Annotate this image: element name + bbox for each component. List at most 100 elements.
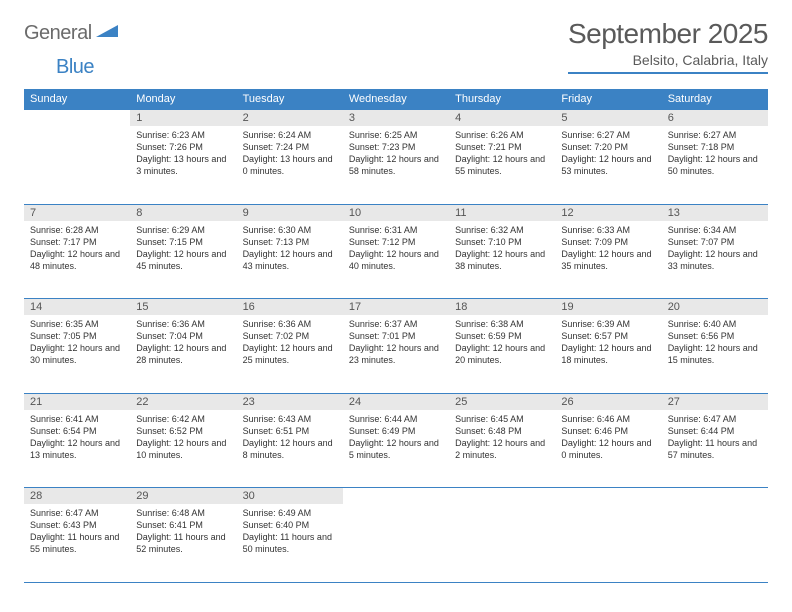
day-number-cell: 1	[130, 110, 236, 127]
day-number-cell: 18	[449, 299, 555, 316]
day-number-row: 14151617181920	[24, 299, 768, 316]
sunrise-text: Sunrise: 6:27 AM	[561, 129, 655, 141]
day-number-cell: 13	[662, 204, 768, 221]
sunrise-text: Sunrise: 6:28 AM	[30, 224, 124, 236]
weekday-header: Monday	[130, 89, 236, 110]
title-block: September 2025 Belsito, Calabria, Italy	[568, 18, 768, 74]
daylight-text: Daylight: 12 hours and 20 minutes.	[455, 342, 549, 366]
daylight-text: Daylight: 11 hours and 55 minutes.	[30, 531, 124, 555]
day-cell: Sunrise: 6:40 AMSunset: 6:56 PMDaylight:…	[662, 315, 768, 393]
weekday-header: Saturday	[662, 89, 768, 110]
sunrise-text: Sunrise: 6:46 AM	[561, 413, 655, 425]
sunrise-text: Sunrise: 6:38 AM	[455, 318, 549, 330]
sunrise-text: Sunrise: 6:26 AM	[455, 129, 549, 141]
weekday-header: Thursday	[449, 89, 555, 110]
daylight-text: Daylight: 12 hours and 8 minutes.	[243, 437, 337, 461]
sunset-text: Sunset: 7:07 PM	[668, 236, 762, 248]
sunset-text: Sunset: 7:09 PM	[561, 236, 655, 248]
day-number-cell: 22	[130, 393, 236, 410]
sunset-text: Sunset: 6:48 PM	[455, 425, 549, 437]
day-content-row: Sunrise: 6:35 AMSunset: 7:05 PMDaylight:…	[24, 315, 768, 393]
daylight-text: Daylight: 12 hours and 10 minutes.	[136, 437, 230, 461]
sunset-text: Sunset: 7:10 PM	[455, 236, 549, 248]
sunrise-text: Sunrise: 6:32 AM	[455, 224, 549, 236]
day-number-cell: 24	[343, 393, 449, 410]
day-number-cell: 28	[24, 488, 130, 505]
sunset-text: Sunset: 6:54 PM	[30, 425, 124, 437]
daylight-text: Daylight: 12 hours and 28 minutes.	[136, 342, 230, 366]
sunset-text: Sunset: 7:20 PM	[561, 141, 655, 153]
day-number-cell: 19	[555, 299, 661, 316]
daylight-text: Daylight: 12 hours and 13 minutes.	[30, 437, 124, 461]
day-number-cell: 17	[343, 299, 449, 316]
day-number-row: 123456	[24, 110, 768, 127]
sunset-text: Sunset: 6:51 PM	[243, 425, 337, 437]
day-cell: Sunrise: 6:36 AMSunset: 7:04 PMDaylight:…	[130, 315, 236, 393]
day-number-cell	[343, 488, 449, 505]
sunrise-text: Sunrise: 6:49 AM	[243, 507, 337, 519]
calendar-table: Sunday Monday Tuesday Wednesday Thursday…	[24, 89, 768, 583]
day-cell: Sunrise: 6:41 AMSunset: 6:54 PMDaylight:…	[24, 410, 130, 488]
daylight-text: Daylight: 12 hours and 0 minutes.	[561, 437, 655, 461]
sunrise-text: Sunrise: 6:37 AM	[349, 318, 443, 330]
sunset-text: Sunset: 6:40 PM	[243, 519, 337, 531]
day-cell: Sunrise: 6:43 AMSunset: 6:51 PMDaylight:…	[237, 410, 343, 488]
sunrise-text: Sunrise: 6:25 AM	[349, 129, 443, 141]
day-cell: Sunrise: 6:48 AMSunset: 6:41 PMDaylight:…	[130, 504, 236, 582]
day-cell: Sunrise: 6:28 AMSunset: 7:17 PMDaylight:…	[24, 221, 130, 299]
day-cell: Sunrise: 6:46 AMSunset: 6:46 PMDaylight:…	[555, 410, 661, 488]
day-cell	[662, 504, 768, 582]
sunset-text: Sunset: 6:44 PM	[668, 425, 762, 437]
day-number-cell	[555, 488, 661, 505]
sunrise-text: Sunrise: 6:48 AM	[136, 507, 230, 519]
sunset-text: Sunset: 7:01 PM	[349, 330, 443, 342]
day-number-cell	[24, 110, 130, 127]
sunrise-text: Sunrise: 6:43 AM	[243, 413, 337, 425]
sunrise-text: Sunrise: 6:45 AM	[455, 413, 549, 425]
day-cell: Sunrise: 6:45 AMSunset: 6:48 PMDaylight:…	[449, 410, 555, 488]
day-cell: Sunrise: 6:33 AMSunset: 7:09 PMDaylight:…	[555, 221, 661, 299]
sunset-text: Sunset: 6:52 PM	[136, 425, 230, 437]
daylight-text: Daylight: 11 hours and 50 minutes.	[243, 531, 337, 555]
daylight-text: Daylight: 12 hours and 50 minutes.	[668, 153, 762, 177]
day-number-cell: 15	[130, 299, 236, 316]
sunrise-text: Sunrise: 6:33 AM	[561, 224, 655, 236]
sunset-text: Sunset: 6:57 PM	[561, 330, 655, 342]
day-cell: Sunrise: 6:36 AMSunset: 7:02 PMDaylight:…	[237, 315, 343, 393]
day-number-cell: 10	[343, 204, 449, 221]
weekday-header: Wednesday	[343, 89, 449, 110]
sunrise-text: Sunrise: 6:39 AM	[561, 318, 655, 330]
sunset-text: Sunset: 6:41 PM	[136, 519, 230, 531]
day-number-cell: 12	[555, 204, 661, 221]
sunrise-text: Sunrise: 6:47 AM	[668, 413, 762, 425]
sunset-text: Sunset: 7:04 PM	[136, 330, 230, 342]
logo-text-2: Blue	[56, 56, 94, 78]
day-number-cell: 5	[555, 110, 661, 127]
day-content-row: Sunrise: 6:41 AMSunset: 6:54 PMDaylight:…	[24, 410, 768, 488]
sunset-text: Sunset: 6:46 PM	[561, 425, 655, 437]
day-cell: Sunrise: 6:39 AMSunset: 6:57 PMDaylight:…	[555, 315, 661, 393]
daylight-text: Daylight: 12 hours and 35 minutes.	[561, 248, 655, 272]
daylight-text: Daylight: 12 hours and 38 minutes.	[455, 248, 549, 272]
sunrise-text: Sunrise: 6:29 AM	[136, 224, 230, 236]
day-number-cell: 16	[237, 299, 343, 316]
day-number-cell: 3	[343, 110, 449, 127]
daylight-text: Daylight: 12 hours and 2 minutes.	[455, 437, 549, 461]
sunset-text: Sunset: 6:43 PM	[30, 519, 124, 531]
daylight-text: Daylight: 12 hours and 55 minutes.	[455, 153, 549, 177]
month-title: September 2025	[568, 18, 768, 50]
day-cell: Sunrise: 6:30 AMSunset: 7:13 PMDaylight:…	[237, 221, 343, 299]
day-number-cell: 4	[449, 110, 555, 127]
sunrise-text: Sunrise: 6:31 AM	[349, 224, 443, 236]
daylight-text: Daylight: 12 hours and 58 minutes.	[349, 153, 443, 177]
daylight-text: Daylight: 11 hours and 52 minutes.	[136, 531, 230, 555]
sunrise-text: Sunrise: 6:30 AM	[243, 224, 337, 236]
day-number-cell	[662, 488, 768, 505]
day-number-cell: 9	[237, 204, 343, 221]
day-number-cell: 6	[662, 110, 768, 127]
day-cell	[24, 126, 130, 204]
day-number-cell: 2	[237, 110, 343, 127]
daylight-text: Daylight: 12 hours and 15 minutes.	[668, 342, 762, 366]
daylight-text: Daylight: 12 hours and 40 minutes.	[349, 248, 443, 272]
sunset-text: Sunset: 7:21 PM	[455, 141, 549, 153]
